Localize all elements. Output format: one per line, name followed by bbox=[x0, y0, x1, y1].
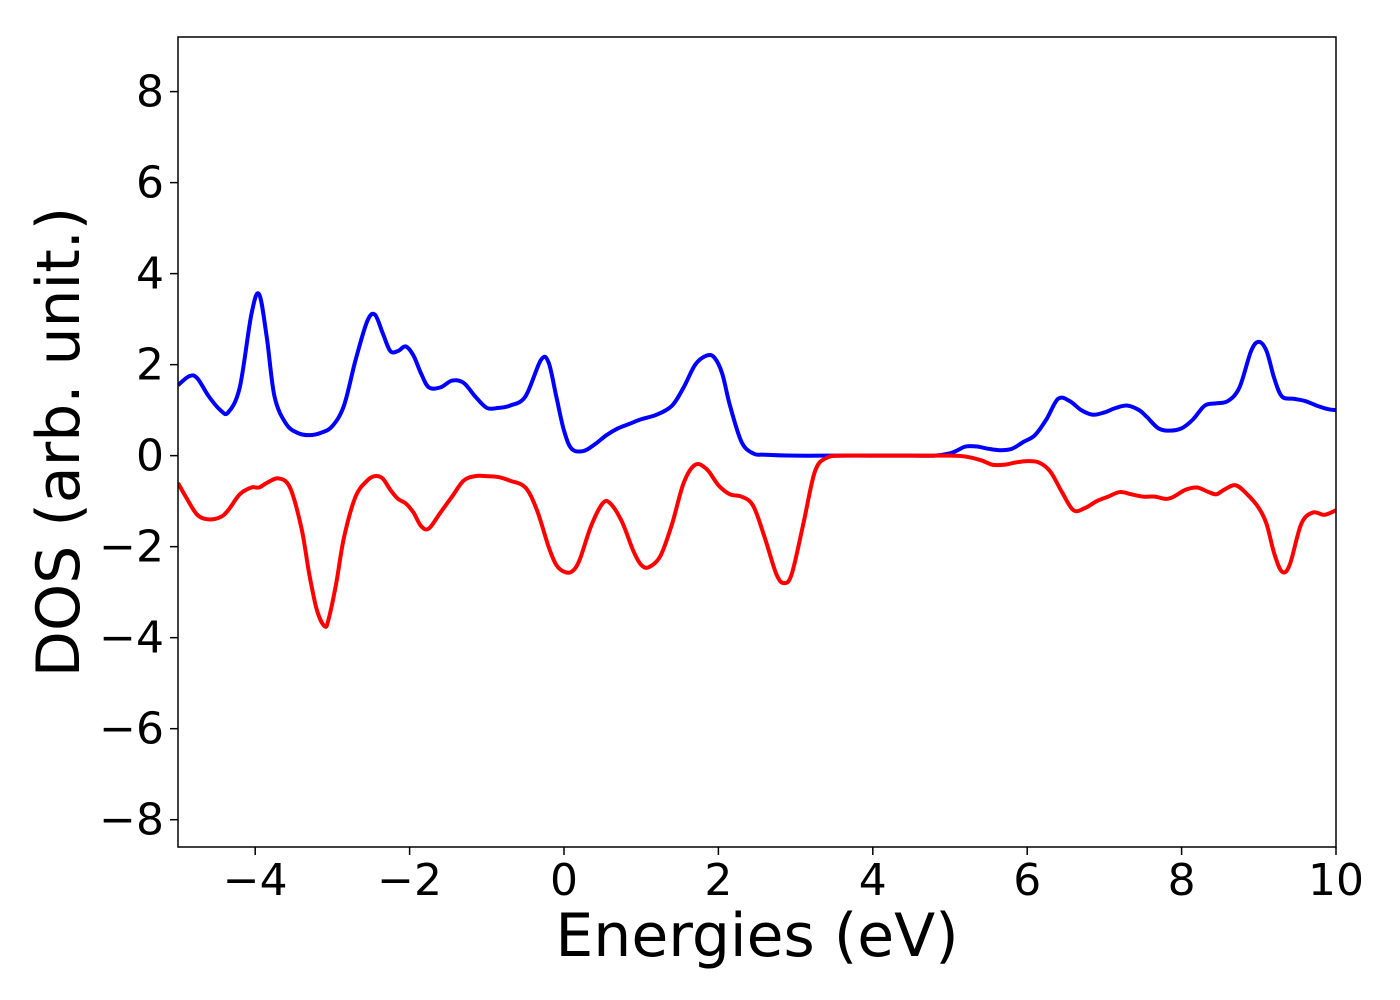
series-line-spin-up bbox=[178, 291, 1336, 458]
x-tick-label: 6 bbox=[1013, 855, 1041, 906]
y-tick-label: 6 bbox=[136, 158, 164, 209]
y-tick-label: 0 bbox=[136, 431, 164, 482]
x-tick-label: −2 bbox=[377, 855, 442, 906]
x-tick-label: 4 bbox=[859, 855, 887, 906]
x-tick-label: 2 bbox=[704, 855, 732, 906]
y-axis-title: DOS (arb. unit.) bbox=[24, 207, 94, 677]
y-tick-label: −4 bbox=[99, 613, 164, 664]
x-axis-title: Energies (eV) bbox=[555, 901, 958, 971]
x-tick-label: 10 bbox=[1308, 855, 1364, 906]
y-axis-ticks: −8 −6 −4 −2 0 2 4 6 8 bbox=[99, 67, 178, 846]
x-tick-label: 8 bbox=[1168, 855, 1196, 906]
y-tick-label: −8 bbox=[99, 795, 164, 846]
y-tick-label: 2 bbox=[136, 340, 164, 391]
plot-frame bbox=[177, 36, 1337, 848]
x-tick-label: −4 bbox=[223, 855, 288, 906]
series-line-spin-down bbox=[178, 453, 1336, 629]
x-tick-label: 0 bbox=[550, 855, 578, 906]
y-tick-label: 8 bbox=[136, 67, 164, 118]
y-tick-label: −6 bbox=[99, 704, 164, 755]
y-tick-label: −2 bbox=[99, 522, 164, 573]
x-axis-ticks: −4 −2 0 2 4 6 8 10 bbox=[223, 847, 1364, 906]
y-tick-label: 4 bbox=[136, 249, 164, 300]
plot-lines bbox=[178, 291, 1336, 629]
